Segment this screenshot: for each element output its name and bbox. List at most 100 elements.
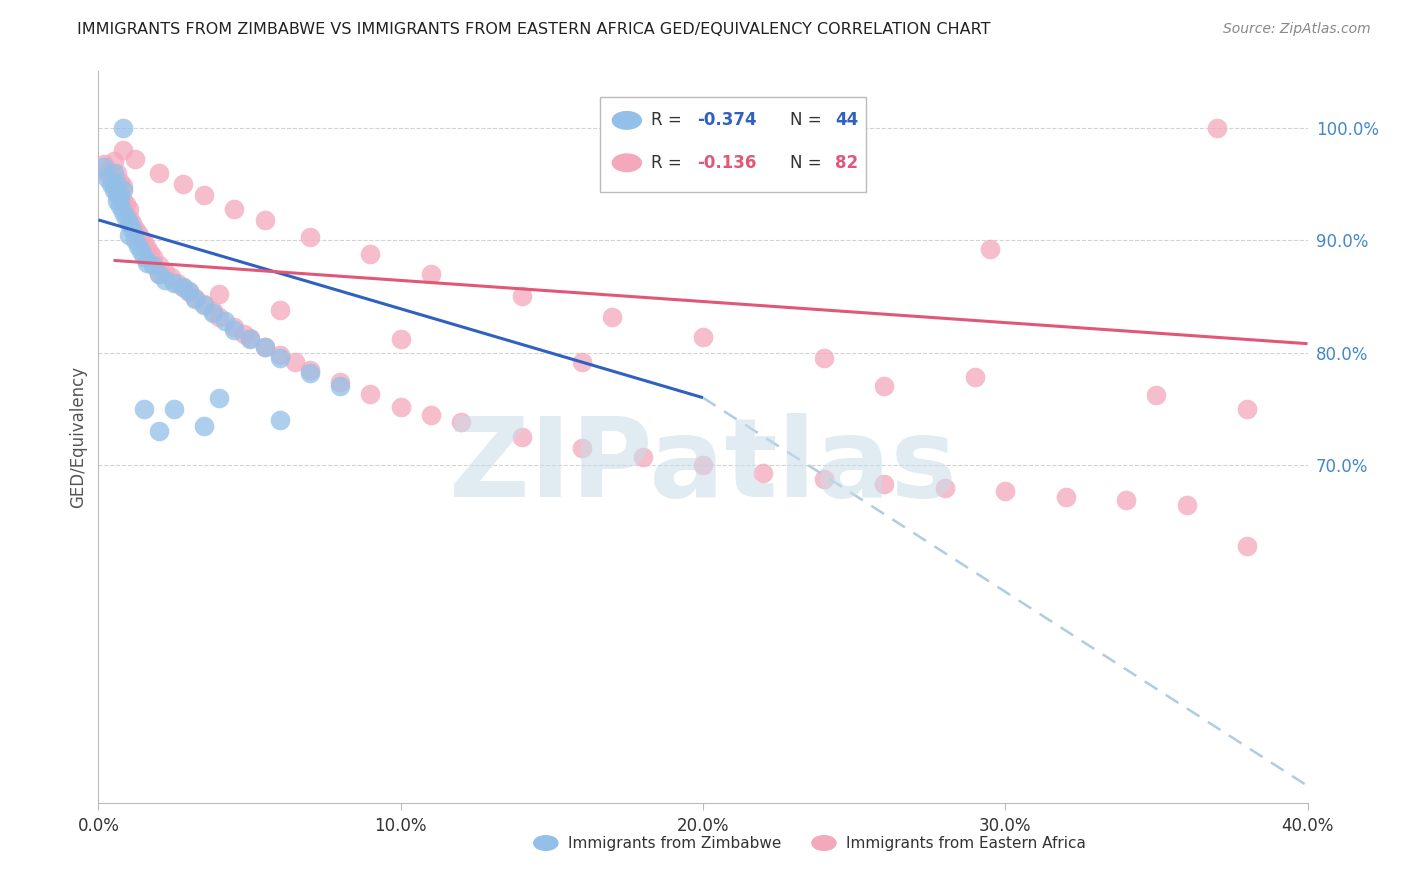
Text: -0.374: -0.374 [697, 112, 756, 129]
Point [389, 332, 412, 346]
Text: 82: 82 [835, 153, 858, 172]
Point [127, 239, 149, 253]
Point [571, 354, 593, 368]
Point [193, 297, 215, 311]
Point [510, 289, 533, 303]
Text: N =: N = [790, 153, 821, 172]
Point [692, 330, 714, 344]
Point [111, 120, 134, 135]
Point [153, 265, 176, 279]
Point [253, 340, 276, 354]
Point [239, 332, 262, 346]
Point [202, 304, 225, 318]
Point [148, 267, 170, 281]
Point [166, 276, 188, 290]
Point [1144, 388, 1167, 402]
Point [813, 351, 835, 366]
Point [124, 222, 146, 236]
Point [103, 177, 125, 191]
Point [934, 481, 956, 495]
Point [179, 285, 201, 299]
Point [132, 250, 155, 264]
Point [100, 171, 122, 186]
Point [172, 280, 194, 294]
Point [121, 222, 143, 236]
Point [129, 244, 152, 259]
Point [148, 425, 170, 439]
Point [631, 450, 654, 465]
Point [160, 270, 183, 285]
Point [510, 430, 533, 444]
Point [214, 314, 236, 328]
Point [202, 306, 225, 320]
Point [111, 205, 134, 219]
Point [299, 229, 322, 244]
Point [269, 348, 291, 362]
Point [105, 194, 128, 208]
Circle shape [613, 154, 641, 171]
Text: Immigrants from Eastern Africa: Immigrants from Eastern Africa [845, 836, 1085, 851]
Circle shape [613, 112, 641, 129]
Point [163, 276, 186, 290]
Point [253, 213, 276, 227]
Point [132, 401, 155, 416]
Point [124, 152, 146, 166]
Point [389, 400, 412, 414]
Point [224, 323, 246, 337]
Point [420, 267, 443, 281]
Point [360, 387, 382, 401]
Point [111, 182, 134, 196]
Point [1236, 539, 1258, 553]
Point [299, 366, 322, 380]
Point [224, 319, 246, 334]
Point [571, 442, 593, 456]
Point [96, 171, 118, 186]
Point [193, 298, 215, 312]
Point [148, 166, 170, 180]
Point [965, 370, 987, 384]
Point [813, 472, 835, 486]
Point [105, 182, 128, 196]
Point [111, 194, 134, 208]
Point [1175, 498, 1198, 512]
Point [93, 156, 115, 170]
Point [752, 466, 775, 480]
Point [239, 331, 262, 345]
Point [148, 258, 170, 272]
Point [111, 143, 134, 157]
Point [193, 188, 215, 202]
Point [142, 250, 165, 264]
Point [108, 188, 131, 202]
Point [184, 292, 207, 306]
Text: R =: R = [651, 153, 682, 172]
Point [184, 291, 207, 305]
Point [1115, 493, 1137, 508]
Point [105, 177, 128, 191]
Point [142, 258, 165, 272]
Point [450, 416, 472, 430]
Point [114, 197, 136, 211]
Point [124, 233, 146, 247]
Circle shape [534, 836, 558, 850]
Text: ZIPatlas: ZIPatlas [449, 413, 957, 520]
Point [602, 310, 624, 324]
Point [1236, 401, 1258, 416]
Text: -0.136: -0.136 [697, 153, 756, 172]
Point [873, 379, 896, 393]
Point [692, 458, 714, 473]
Point [979, 242, 1001, 256]
Point [114, 211, 136, 225]
Point [269, 302, 291, 317]
Point [108, 190, 131, 204]
Text: IMMIGRANTS FROM ZIMBABWE VS IMMIGRANTS FROM EASTERN AFRICA GED/EQUIVALENCY CORRE: IMMIGRANTS FROM ZIMBABWE VS IMMIGRANTS F… [77, 22, 991, 37]
Point [127, 227, 149, 241]
Point [420, 408, 443, 422]
Point [111, 179, 134, 194]
Y-axis label: GED/Equivalency: GED/Equivalency [69, 366, 87, 508]
Point [269, 413, 291, 427]
Point [299, 362, 322, 376]
Point [105, 166, 128, 180]
Point [105, 188, 128, 202]
Point [172, 280, 194, 294]
Point [269, 351, 291, 366]
